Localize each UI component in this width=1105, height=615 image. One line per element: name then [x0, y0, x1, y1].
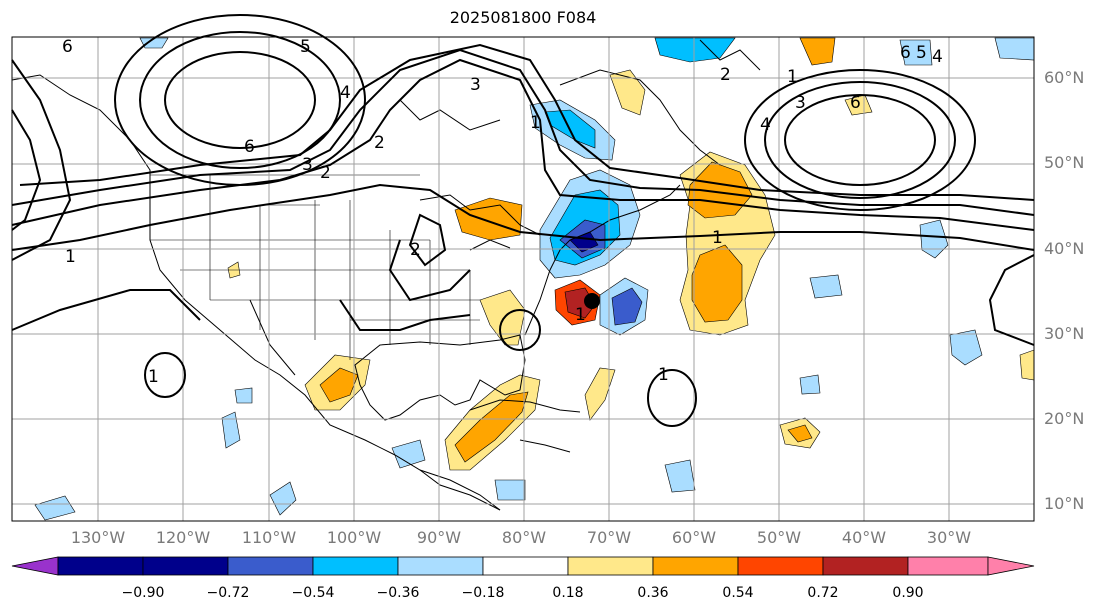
contour-label: 1 [65, 247, 76, 267]
height-contours [11, 14, 1035, 427]
contour-label: 4 [760, 115, 771, 135]
contour-label: 1 [575, 305, 586, 325]
contour-label: 1 [712, 228, 723, 248]
colorbar-cell [142, 556, 229, 576]
lat-label: 20°N [1044, 409, 1085, 428]
colorbar-tick-label: 0.90 [892, 585, 924, 601]
colorbar-cell [57, 556, 144, 576]
colorbar-tick-label: −0.18 [461, 585, 505, 601]
lon-label: 40°W [841, 528, 887, 547]
colorbar-tick-label: 0.18 [552, 585, 584, 601]
lon-label: 80°W [501, 528, 547, 547]
contour-label: 2 [720, 65, 731, 85]
contour-label: 6 [850, 93, 861, 113]
storm-center-marker [584, 293, 600, 309]
contour-label: 6 [244, 137, 255, 157]
map-frame [11, 36, 1035, 522]
contour-label: 3 [470, 75, 481, 95]
contour-label: 6 [62, 37, 73, 57]
colorbar-cell [822, 556, 909, 576]
colorbar-cell [397, 556, 484, 576]
colorbar-tick-label: 0.36 [637, 585, 669, 601]
contour-label: 2 [410, 240, 421, 260]
colorbar-cell [737, 556, 824, 576]
colorbar-tick-label: −0.90 [121, 585, 165, 601]
lon-label: 100°W [326, 528, 382, 547]
contour-label: 1 [658, 365, 669, 385]
contour-label: 3 [302, 155, 313, 175]
colorbar-tick-label: −0.54 [291, 585, 335, 601]
colorbar-cell [652, 556, 739, 576]
contour-label: 4 [340, 83, 351, 103]
contour-label: 2 [320, 163, 331, 183]
contour-label: 3 [795, 93, 806, 113]
colorbar-cell [482, 556, 569, 576]
lon-label: 110°W [241, 528, 297, 547]
lat-label: 10°N [1044, 494, 1085, 513]
positive-anomaly-fills [227, 37, 1035, 471]
lon-label: 60°W [671, 528, 717, 547]
contour-label: 1 [148, 367, 159, 387]
lon-label: 120°W [155, 528, 211, 547]
lat-label: 30°N [1044, 324, 1085, 343]
contour-label: 5 [300, 37, 311, 57]
contour-label: 1 [530, 113, 541, 133]
lat-label: 60°N [1044, 68, 1085, 87]
map-title: 2025081800 F084 [449, 8, 597, 27]
lon-label: 30°W [926, 528, 972, 547]
colorbar-cell [907, 556, 989, 576]
contour-label: 5 [916, 43, 927, 63]
contour-label: 1 [787, 67, 798, 87]
colorbar-tick-label: 0.54 [722, 585, 754, 601]
colorbar-min-arrow [11, 556, 59, 576]
lat-label: 40°N [1044, 239, 1085, 258]
colorbar-cell [567, 556, 654, 576]
colorbar-cell [227, 556, 314, 576]
lon-label: 130°W [70, 528, 126, 547]
contour-label: 2 [374, 133, 385, 153]
state-borders [150, 174, 480, 360]
contour-label: 6 [900, 43, 911, 63]
colorbar-cell [312, 556, 399, 576]
colorbar-tick-label: 0.72 [807, 585, 839, 601]
colorbar-tick-label: −0.36 [376, 585, 420, 601]
contour-label: 4 [932, 47, 943, 67]
graticule [12, 37, 1034, 521]
lon-label: 70°W [586, 528, 632, 547]
coastlines [11, 39, 761, 511]
colorbar-tick-label: −0.72 [206, 585, 250, 601]
colorbar [11, 556, 1035, 576]
lat-label: 50°N [1044, 153, 1085, 172]
lon-label: 50°W [756, 528, 802, 547]
contour-labels: 6 5 4 3 2 1 6 3 2 2 1 1 1 6 5 4 3 2 1 4 … [62, 37, 943, 387]
lon-label: 90°W [416, 528, 462, 547]
colorbar-max-arrow [987, 556, 1035, 576]
